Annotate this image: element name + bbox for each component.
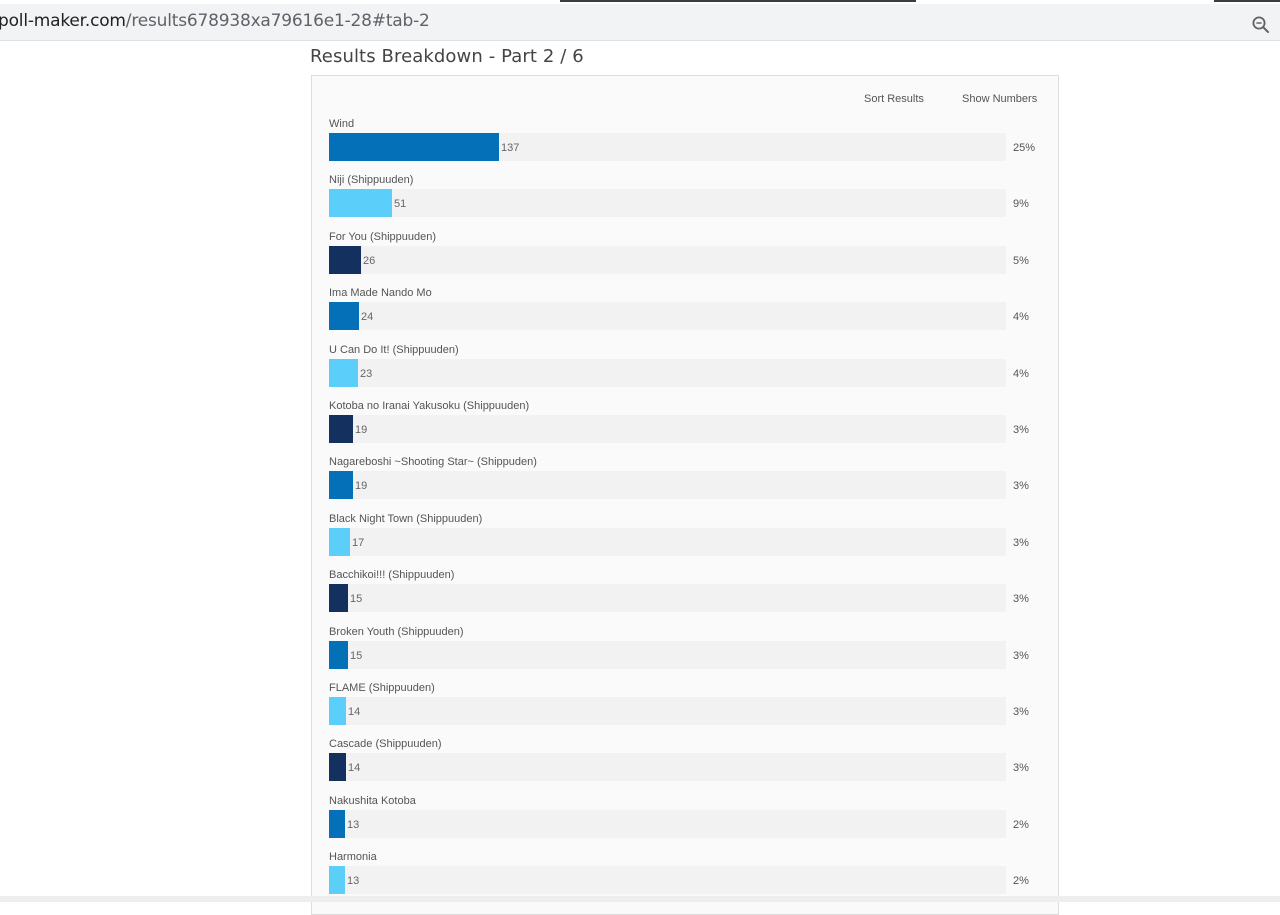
result-bar-fill xyxy=(329,246,361,274)
result-percent: 4% xyxy=(1013,368,1029,380)
result-label: U Can Do It! (Shippuuden) xyxy=(329,344,459,356)
tab-strip-edge xyxy=(1214,0,1280,2)
result-row: Broken Youth (Shippuuden) 15 3% xyxy=(329,626,1039,682)
address-bar[interactable]: poll-maker.com/results678938xa79616e1-28… xyxy=(0,4,1280,41)
result-vote-count: 23 xyxy=(360,368,373,380)
result-row: Wind 137 25% xyxy=(329,118,1039,174)
result-bar-track: 51 xyxy=(329,189,1006,217)
result-label: Ima Made Nando Mo xyxy=(329,287,432,299)
result-row: FLAME (Shippuuden) 14 3% xyxy=(329,682,1039,738)
result-bar-track: 19 xyxy=(329,415,1006,443)
result-bar-track: 15 xyxy=(329,641,1006,669)
result-label: Bacchikoi!!! (Shippuuden) xyxy=(329,569,455,581)
result-vote-count: 14 xyxy=(348,706,361,718)
result-percent: 4% xyxy=(1013,311,1029,323)
result-vote-count: 14 xyxy=(348,762,361,774)
result-label: Wind xyxy=(329,118,355,130)
url-text[interactable]: poll-maker.com/results678938xa79616e1-28… xyxy=(0,11,430,31)
result-bar-track: 14 xyxy=(329,697,1006,725)
url-path: /results678938xa79616e1-28#tab-2 xyxy=(125,11,430,31)
zoom-icon[interactable] xyxy=(1251,15,1271,35)
result-bar-track: 137 xyxy=(329,133,1006,161)
result-row: Niji (Shippuuden) 51 9% xyxy=(329,174,1039,230)
result-bar-track: 23 xyxy=(329,359,1006,387)
result-row: Black Night Town (Shippuuden) 17 3% xyxy=(329,513,1039,569)
result-percent: 3% xyxy=(1013,537,1029,549)
result-bar-fill xyxy=(329,866,345,894)
result-bar-track: 13 xyxy=(329,866,1006,894)
result-vote-count: 137 xyxy=(501,142,520,154)
result-bar-track: 26 xyxy=(329,246,1006,274)
show-numbers-link[interactable]: Show Numbers xyxy=(962,93,1038,105)
result-row: Nagareboshi ~Shooting Star~ (Shippuden) 1… xyxy=(329,456,1039,512)
tab-strip-edge xyxy=(560,0,916,2)
result-bar-track: 15 xyxy=(329,584,1006,612)
result-label: Nakushita Kotoba xyxy=(329,795,416,807)
result-bar-fill xyxy=(329,641,348,669)
result-row: Harmonia 13 2% xyxy=(329,851,1039,907)
result-bar-fill xyxy=(329,810,345,838)
result-bar-fill xyxy=(329,415,353,443)
result-label: Nagareboshi ~Shooting Star~ (Shippuden) xyxy=(329,456,537,468)
result-bar-fill xyxy=(329,189,392,217)
window-top-edge xyxy=(0,0,1280,3)
result-label: Black Night Town (Shippuuden) xyxy=(329,513,483,525)
result-vote-count: 26 xyxy=(363,255,376,267)
result-bar-fill xyxy=(329,359,358,387)
result-bar-track: 17 xyxy=(329,528,1006,556)
result-bar-fill xyxy=(329,753,346,781)
result-bar-fill xyxy=(329,133,499,161)
result-row: For You (Shippuuden) 26 5% xyxy=(329,231,1039,287)
result-label: Cascade (Shippuuden) xyxy=(329,738,442,750)
result-bar-track: 13 xyxy=(329,810,1006,838)
result-percent: 2% xyxy=(1013,819,1029,831)
result-row: Cascade (Shippuuden) 14 3% xyxy=(329,738,1039,794)
bottom-edge xyxy=(0,896,1280,902)
result-bar-track: 14 xyxy=(329,753,1006,781)
result-percent: 3% xyxy=(1013,593,1029,605)
result-percent: 9% xyxy=(1013,198,1029,210)
sort-results-link[interactable]: Sort Results xyxy=(864,93,924,105)
results-title: Results Breakdown - Part 2 / 6 xyxy=(310,46,584,67)
result-vote-count: 15 xyxy=(350,650,363,662)
result-row: U Can Do It! (Shippuuden) 23 4% xyxy=(329,344,1039,400)
result-vote-count: 51 xyxy=(394,198,407,210)
result-row: Nakushita Kotoba 13 2% xyxy=(329,795,1039,851)
result-bar-track: 24 xyxy=(329,302,1006,330)
result-bar-fill xyxy=(329,528,350,556)
result-row: Kotoba no Iranai Yakusoku (Shippuuden) 19… xyxy=(329,400,1039,456)
result-vote-count: 13 xyxy=(347,819,360,831)
result-vote-count: 19 xyxy=(355,480,368,492)
result-label: For You (Shippuuden) xyxy=(329,231,437,243)
result-vote-count: 19 xyxy=(355,424,368,436)
result-percent: 3% xyxy=(1013,480,1029,492)
result-percent: 25% xyxy=(1013,142,1036,154)
url-host: poll-maker.com xyxy=(0,11,126,31)
result-vote-count: 13 xyxy=(347,875,360,887)
result-vote-count: 17 xyxy=(352,537,365,549)
result-vote-count: 24 xyxy=(361,311,374,323)
result-row: Bacchikoi!!! (Shippuuden) 15 3% xyxy=(329,569,1039,625)
result-percent: 3% xyxy=(1013,762,1029,774)
result-bar-fill xyxy=(329,584,348,612)
result-label: Broken Youth (Shippuuden) xyxy=(329,626,464,638)
result-label: FLAME (Shippuuden) xyxy=(329,682,435,694)
result-percent: 3% xyxy=(1013,424,1029,436)
result-bar-fill xyxy=(329,697,346,725)
result-label: Harmonia xyxy=(329,851,377,863)
result-percent: 3% xyxy=(1013,706,1029,718)
result-bar-fill xyxy=(329,302,359,330)
result-percent: 3% xyxy=(1013,650,1029,662)
result-row: Ima Made Nando Mo 24 4% xyxy=(329,287,1039,343)
result-bar-fill xyxy=(329,471,353,499)
result-vote-count: 15 xyxy=(350,593,363,605)
result-bar-track: 19 xyxy=(329,471,1006,499)
result-label: Niji (Shippuuden) xyxy=(329,174,414,186)
result-percent: 5% xyxy=(1013,255,1029,267)
result-label: Kotoba no Iranai Yakusoku (Shippuuden) xyxy=(329,400,530,412)
result-percent: 2% xyxy=(1013,875,1029,887)
